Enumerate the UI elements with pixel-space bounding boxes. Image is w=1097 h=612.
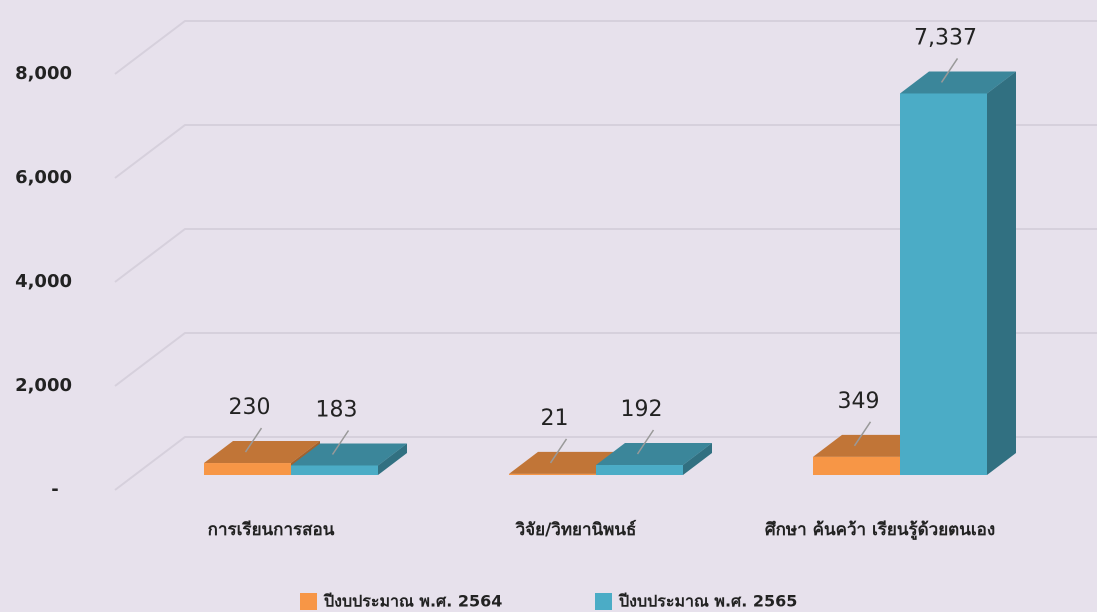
grid-line	[114, 436, 1097, 491]
grid-line	[114, 20, 1097, 75]
value-label: 230	[229, 395, 271, 420]
bar	[813, 456, 900, 475]
grid-line	[114, 228, 1097, 283]
value-label: 7,337	[914, 25, 977, 50]
leader-line	[244, 427, 263, 453]
legend-swatch	[595, 593, 612, 610]
value-label: 192	[621, 397, 663, 422]
value-label: 21	[541, 406, 569, 431]
value-label: 183	[316, 397, 358, 422]
bar-top	[596, 443, 712, 466]
x-tick-label: ศึกษา ค้นคว้า เรียนรู้ด้วยตนเอง	[765, 519, 995, 541]
bar-side	[987, 71, 1016, 475]
leader-line	[940, 58, 959, 83]
bar-top	[204, 441, 320, 464]
bar-side	[378, 443, 407, 475]
legend-label: ปีงบประมาณ พ.ศ. 2564	[323, 592, 503, 611]
leader-line	[549, 438, 568, 464]
grid-line	[114, 124, 1097, 179]
bar-top	[900, 71, 1016, 94]
x-tick-label: การเรียนการสอน	[208, 519, 335, 540]
leader-line	[636, 429, 655, 455]
leader-line	[331, 430, 350, 455]
bar	[204, 463, 291, 475]
leader-line	[853, 421, 872, 447]
y-tick-label: 8,000	[15, 63, 72, 84]
bar-side	[683, 443, 712, 475]
grid-line	[114, 332, 1097, 387]
bar	[509, 473, 596, 475]
bar-top	[291, 443, 407, 466]
bar	[596, 465, 683, 475]
legend-label: ปีงบประมาณ พ.ศ. 2565	[618, 592, 798, 611]
y-tick-label: 6,000	[15, 167, 72, 188]
x-tick-label: วิจัย/วิทยานิพนธ์	[515, 519, 636, 540]
value-label: 349	[838, 389, 880, 414]
y-tick-label: 2,000	[15, 375, 72, 396]
y-tick-label: -	[51, 479, 58, 500]
bar	[900, 93, 987, 475]
y-tick-label: 4,000	[15, 271, 72, 292]
bar	[291, 465, 378, 475]
legend-swatch	[300, 593, 317, 610]
